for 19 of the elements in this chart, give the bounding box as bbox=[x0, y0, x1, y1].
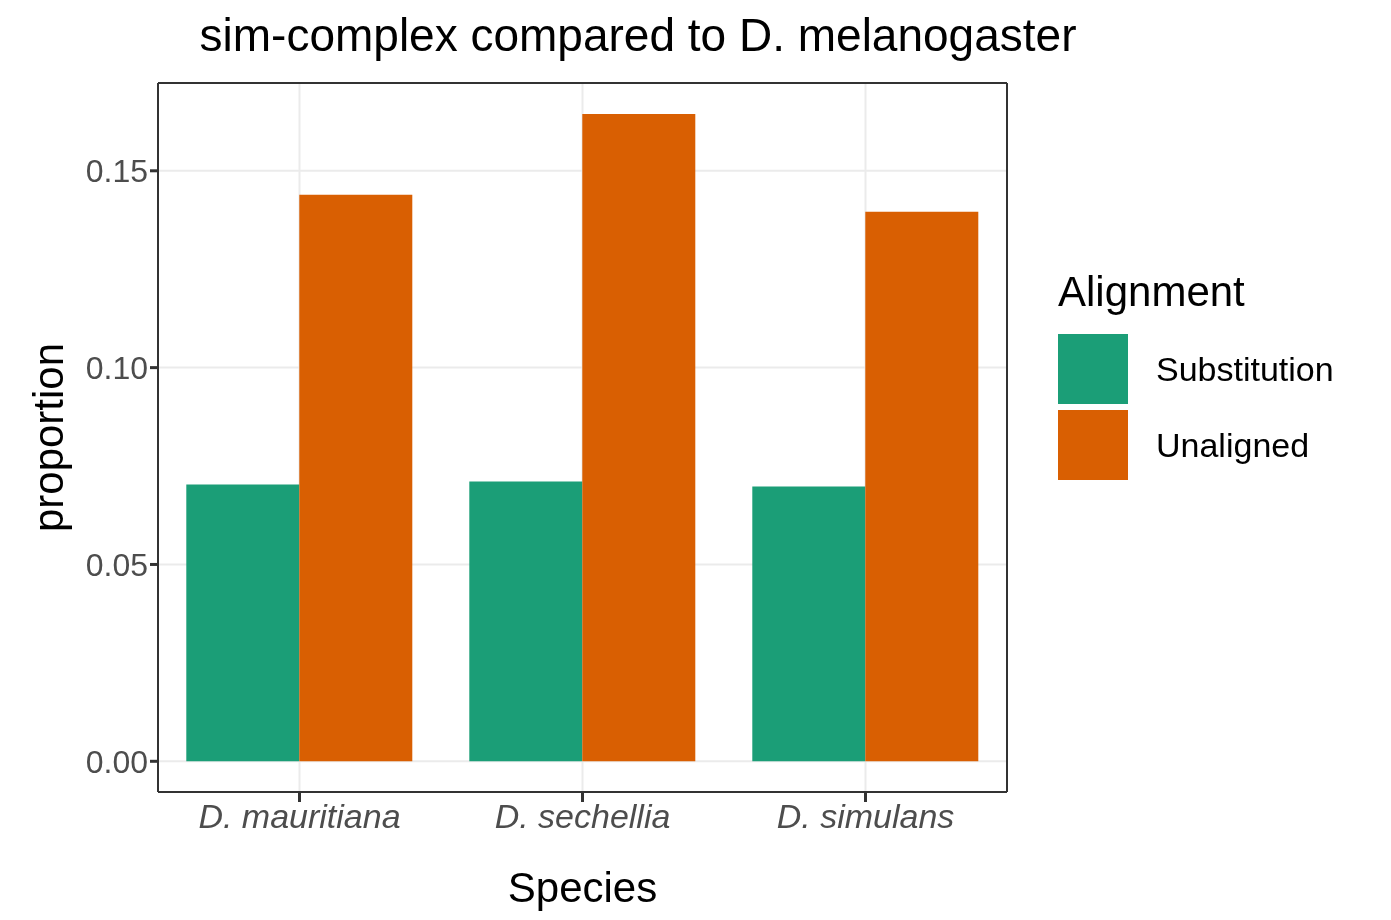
bar bbox=[186, 484, 300, 762]
bar bbox=[299, 194, 413, 762]
y-tick-label: 0.05 bbox=[85, 546, 148, 583]
bar bbox=[865, 211, 979, 762]
bar bbox=[582, 114, 696, 762]
y-tick-label: 0.15 bbox=[85, 153, 148, 190]
x-tick-label: D. sechellia bbox=[494, 797, 671, 836]
legend-label: Substitution bbox=[1156, 349, 1334, 389]
x-axis-title: Species bbox=[507, 864, 658, 911]
bar bbox=[752, 486, 866, 762]
legend-title: Alignment bbox=[1058, 268, 1246, 316]
chart-title: sim-complex compared to D. melanogaster bbox=[198, 8, 1078, 62]
x-tick-label: D. simulans bbox=[776, 797, 955, 836]
y-tick-label: 0.00 bbox=[85, 743, 148, 780]
bar bbox=[469, 481, 583, 762]
legend-label: Unaligned bbox=[1156, 425, 1310, 465]
y-tick-label: 0.10 bbox=[85, 349, 148, 386]
y-axis-title: proportion bbox=[24, 342, 72, 533]
x-tick-label: D. mauritiana bbox=[198, 797, 401, 836]
